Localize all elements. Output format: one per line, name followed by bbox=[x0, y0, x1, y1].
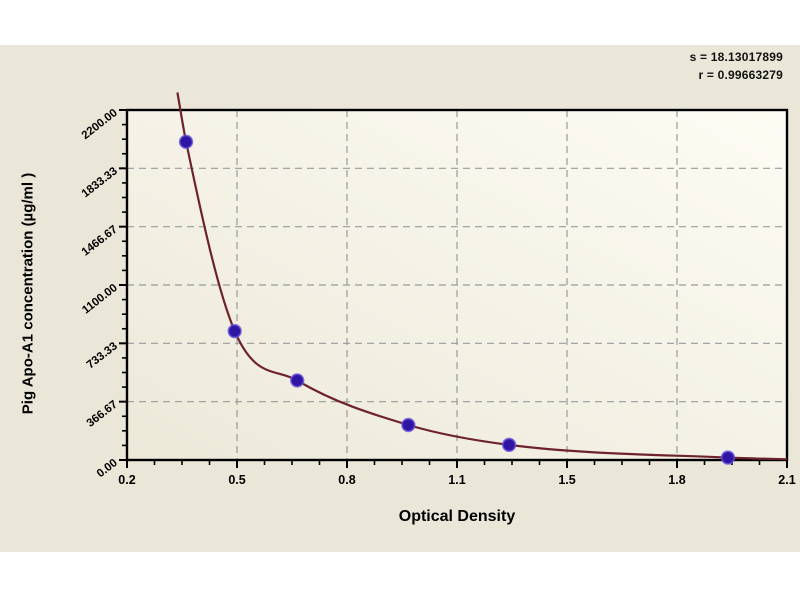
y-tick-label: 1100.00 bbox=[80, 282, 120, 317]
fitted-standard-curve bbox=[176, 92, 788, 461]
standard-data-point bbox=[501, 437, 517, 453]
standard-data-point bbox=[401, 417, 416, 433]
x-tick-label: 0.8 bbox=[338, 473, 355, 487]
stat-r-value: r = 0.99663279 bbox=[698, 68, 783, 82]
stat-s-value: s = 18.13017899 bbox=[689, 50, 783, 64]
standard-curve-plot: 0.2 0.5 0.8 1.1 1.5 1.8 2.1 0.00 366.67 733.33 110… bbox=[80, 92, 796, 487]
x-tick-label: 0.5 bbox=[228, 473, 245, 487]
x-axis-title: Optical Density bbox=[398, 508, 516, 525]
x-tick-label: 1.5 bbox=[558, 473, 575, 487]
standard-data-point bbox=[720, 450, 736, 465]
y-tick-label: 733.33 bbox=[85, 340, 120, 371]
x-tick-label: 2.1 bbox=[778, 473, 795, 487]
x-tick-label: 1.8 bbox=[668, 473, 685, 487]
standard-data-point bbox=[227, 323, 242, 339]
y-tick-label: 366.67 bbox=[85, 399, 120, 430]
y-tick-label: 0.00 bbox=[95, 457, 120, 480]
y-tick-label: 1833.33 bbox=[80, 165, 120, 200]
x-tick-label: 1.1 bbox=[448, 473, 465, 487]
x-tick-label: 0.2 bbox=[118, 473, 135, 487]
standard-data-point bbox=[178, 134, 194, 150]
fit-statistics: s = 18.13017899 r = 0.99663279 bbox=[690, 48, 783, 84]
standard-data-point bbox=[290, 373, 305, 388]
y-tick-label: 1466.67 bbox=[80, 224, 120, 259]
y-tick-label: 2200.00 bbox=[80, 107, 120, 142]
chart-background: s = 18.13017899 r = 0.99663279 Pig Apo-A… bbox=[0, 45, 800, 552]
